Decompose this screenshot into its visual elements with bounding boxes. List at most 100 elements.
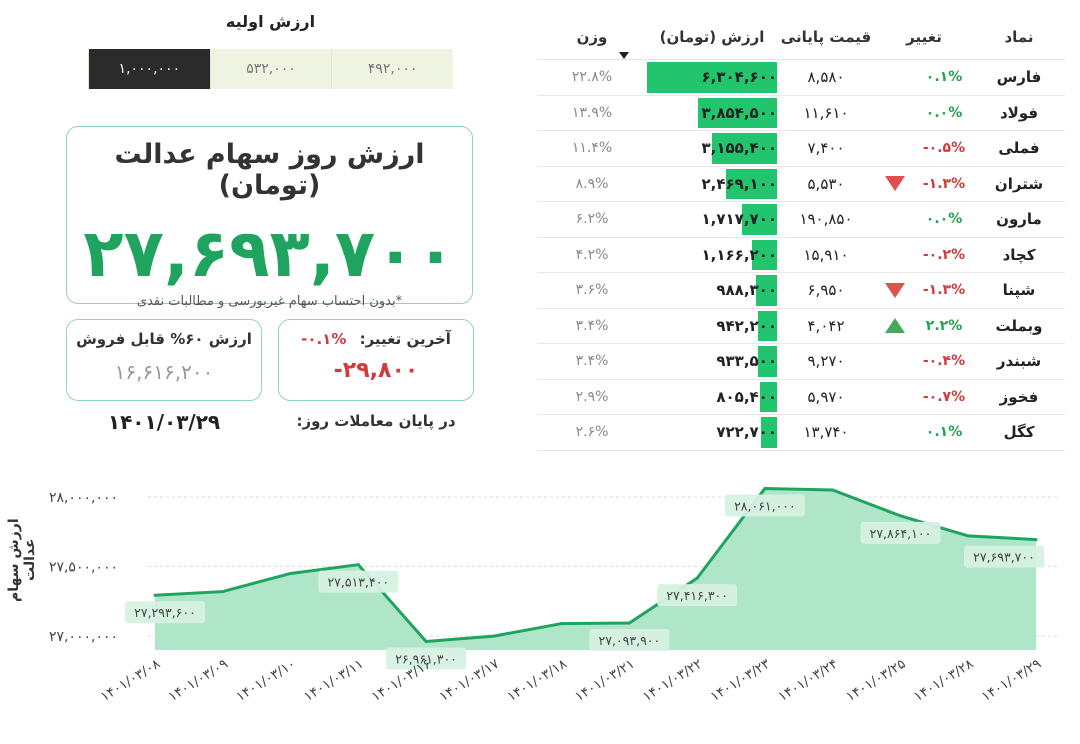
row-value: ۶,۳۰۴,۶۰۰ xyxy=(647,60,777,95)
row-value: ۸۰۵,۴۰۰ xyxy=(647,380,777,415)
row-value-bar xyxy=(741,204,777,235)
row-value-text: ۸۰۵,۴۰۰ xyxy=(716,387,777,406)
row-value-text: ۹۴۲,۲۰۰ xyxy=(716,316,777,335)
row-symbol[interactable]: فملی xyxy=(998,139,1040,158)
row-symbol[interactable]: فارس xyxy=(996,68,1042,87)
data-label-box xyxy=(318,570,399,593)
header-change[interactable]: تغییر xyxy=(906,27,942,46)
row-value-bar xyxy=(752,239,777,270)
table-row[interactable]: شتران -۱.۳% ۵,۵۳۰ ۲,۴۶۹,۱۰۰ ۸.۹% xyxy=(537,167,1065,202)
x-tick-label: ۱۴۰۱/۰۳/۱۰ xyxy=(233,656,298,705)
chart-point xyxy=(153,593,157,597)
row-change: -۱.۳% xyxy=(922,282,966,299)
chart-point xyxy=(966,534,970,538)
initial-value-option-3[interactable]: ۱,۰۰۰,۰۰۰ xyxy=(87,49,210,89)
row-value-text: ۲,۴۶۹,۱۰۰ xyxy=(701,174,777,193)
holdings-table: نماد تغییر قیمت پایانی ارزش (تومان) وزن … xyxy=(537,14,1065,451)
table-row[interactable]: کچاد -۰.۲% ۱۵,۹۱۰ ۱,۱۶۶,۲۰۰ ۴.۲% xyxy=(537,238,1065,273)
x-tick-label: ۱۴۰۱/۰۳/۱۸ xyxy=(504,656,569,705)
table-row[interactable]: فارس ۰.۱% ۸,۵۸۰ ۶,۳۰۴,۶۰۰ ۲۲.۸% xyxy=(537,60,1065,96)
row-symbol[interactable]: کچاد xyxy=(1002,245,1036,264)
row-price: ۷,۴۰۰ xyxy=(807,139,845,158)
row-symbol[interactable]: شبندر xyxy=(996,352,1042,371)
table-row[interactable]: شپنا -۱.۳% ۶,۹۵۰ ۹۸۸,۳۰۰ ۳.۶% xyxy=(537,273,1065,309)
triangle-down-icon xyxy=(885,282,905,298)
table-row[interactable]: وبملت ۲.۲% ۴,۰۴۲ ۹۴۲,۲۰۰ ۳.۴% xyxy=(537,309,1065,344)
row-price: ۱۵,۹۱۰ xyxy=(803,245,849,264)
table-row[interactable]: فولاد ۰.۰% ۱۱,۶۱۰ ۳,۸۵۴,۵۰۰ ۱۳.۹% xyxy=(537,96,1065,131)
chart-point xyxy=(492,634,496,638)
header-weight[interactable]: وزن xyxy=(576,27,608,46)
row-value-text: ۹۳۳,۵۰۰ xyxy=(716,352,777,371)
x-tick-label: ۱۴۰۱/۰۳/۲۴ xyxy=(775,656,840,705)
data-label: ۲۸,۰۶۱,۰۰۰ xyxy=(734,498,796,513)
last-change-card: آخرین تغییر: -۰.۱% -۲۹,۸۰۰ xyxy=(278,319,474,401)
row-price: ۱۹۰,۸۵۰ xyxy=(799,210,853,229)
row-weight: ۲.۶% xyxy=(575,424,609,441)
header-value[interactable]: ارزش (تومان) xyxy=(659,27,765,46)
row-price: ۹,۲۷۰ xyxy=(807,352,845,371)
y-tick-label: ۲۷,۵۰۰,۰۰۰ xyxy=(49,560,118,576)
total-value-card: ارزش روز سهام عدالت (تومان) ۲۷,۶۹۳,۷۰۰ *… xyxy=(66,126,473,309)
row-weight: ۱۳.۹% xyxy=(571,104,613,121)
row-value-bar xyxy=(757,310,777,341)
table-row[interactable]: فخوز -۰.۷% ۵,۹۷۰ ۸۰۵,۴۰۰ ۲.۹% xyxy=(537,380,1065,415)
chart-point xyxy=(424,639,428,643)
row-symbol[interactable]: مارون xyxy=(996,210,1042,229)
row-value: ۳,۱۵۵,۴۰۰ xyxy=(647,131,777,166)
row-weight: ۸.۹% xyxy=(575,175,609,192)
data-label-box xyxy=(860,521,941,544)
trading-date: ۱۴۰۱/۰۳/۲۹ xyxy=(107,410,221,434)
row-symbol[interactable]: شپنا xyxy=(1002,281,1036,300)
row-value-text: ۶,۳۰۴,۶۰۰ xyxy=(701,68,777,87)
table-row[interactable]: شبندر -۰.۴% ۹,۲۷۰ ۹۳۳,۵۰۰ ۳.۴% xyxy=(537,344,1065,380)
row-value: ۱,۱۶۶,۲۰۰ xyxy=(647,238,777,273)
y-tick-label: ۲۷,۰۰۰,۰۰۰ xyxy=(49,629,118,645)
initial-value-option-2[interactable]: ۵۳۲,۰۰۰ xyxy=(209,49,332,89)
row-value-text: ۱,۱۶۶,۲۰۰ xyxy=(701,245,777,264)
triangle-down-icon xyxy=(885,176,905,192)
row-price: ۱۳,۷۴۰ xyxy=(803,423,849,442)
row-change: -۰.۵% xyxy=(922,140,966,157)
header-price[interactable]: قیمت پایانی xyxy=(780,27,872,46)
row-price: ۱۱,۶۱۰ xyxy=(803,103,849,122)
row-change: -۰.۲% xyxy=(922,246,966,263)
x-tick-label: ۱۴۰۱/۰۳/۲۲ xyxy=(640,656,705,705)
row-change: ۰.۱% xyxy=(925,69,963,86)
data-label: ۲۷,۸۶۴,۱۰۰ xyxy=(870,526,932,541)
row-value: ۳,۸۵۴,۵۰۰ xyxy=(647,96,777,131)
table-row[interactable]: کگل ۰.۱% ۱۳,۷۴۰ ۷۲۲,۷۰۰ ۲.۶% xyxy=(537,415,1065,451)
chart-point xyxy=(627,621,631,625)
sort-caret-icon xyxy=(619,52,629,59)
x-tick-label: ۱۴۰۱/۰۳/۰۸ xyxy=(98,656,163,705)
initial-value-option-1[interactable]: ۴۹۲,۰۰۰ xyxy=(331,49,453,89)
row-change-arrow xyxy=(875,282,915,298)
x-tick-label: ۱۴۰۱/۰۳/۲۸ xyxy=(911,656,976,705)
row-weight: ۶.۲% xyxy=(575,211,609,228)
row-value: ۹۴۲,۲۰۰ xyxy=(647,309,777,344)
row-value: ۷۲۲,۷۰۰ xyxy=(647,415,777,450)
row-value-bar xyxy=(647,62,777,93)
row-weight: ۲.۹% xyxy=(575,388,609,405)
sellable-value-card: ارزش ۶۰% قابل فروش ۱۶,۶۱۶,۲۰۰ xyxy=(66,319,262,401)
table-row[interactable]: مارون ۰.۰% ۱۹۰,۸۵۰ ۱,۷۱۷,۷۰۰ ۶.۲% xyxy=(537,202,1065,238)
data-label-box xyxy=(386,647,467,670)
x-tick-label: ۱۴۰۱/۰۳/۲۹ xyxy=(979,656,1044,705)
row-value-bar xyxy=(761,417,777,448)
trading-date-label: در پایان معاملات روز: xyxy=(296,412,456,430)
data-label-box xyxy=(125,601,205,624)
row-symbol[interactable]: فخوز xyxy=(999,387,1039,406)
row-weight: ۱۱.۴% xyxy=(571,140,613,157)
row-symbol[interactable]: فولاد xyxy=(999,103,1039,122)
row-symbol[interactable]: شتران xyxy=(994,174,1044,193)
table-row[interactable]: فملی -۰.۵% ۷,۴۰۰ ۳,۱۵۵,۴۰۰ ۱۱.۴% xyxy=(537,131,1065,167)
row-value: ۲,۴۶۹,۱۰۰ xyxy=(647,167,777,202)
chart-point xyxy=(560,622,564,626)
header-symbol[interactable]: نماد xyxy=(1004,27,1034,46)
row-value-bar xyxy=(697,97,777,128)
row-symbol[interactable]: کگل xyxy=(1003,423,1035,442)
row-symbol[interactable]: وبملت xyxy=(995,316,1043,335)
total-value-note: *بدون احتساب سهام غیربورسی و مطالبات نقد… xyxy=(136,294,403,309)
row-value-bar xyxy=(756,275,777,306)
data-label-box xyxy=(964,545,1044,568)
